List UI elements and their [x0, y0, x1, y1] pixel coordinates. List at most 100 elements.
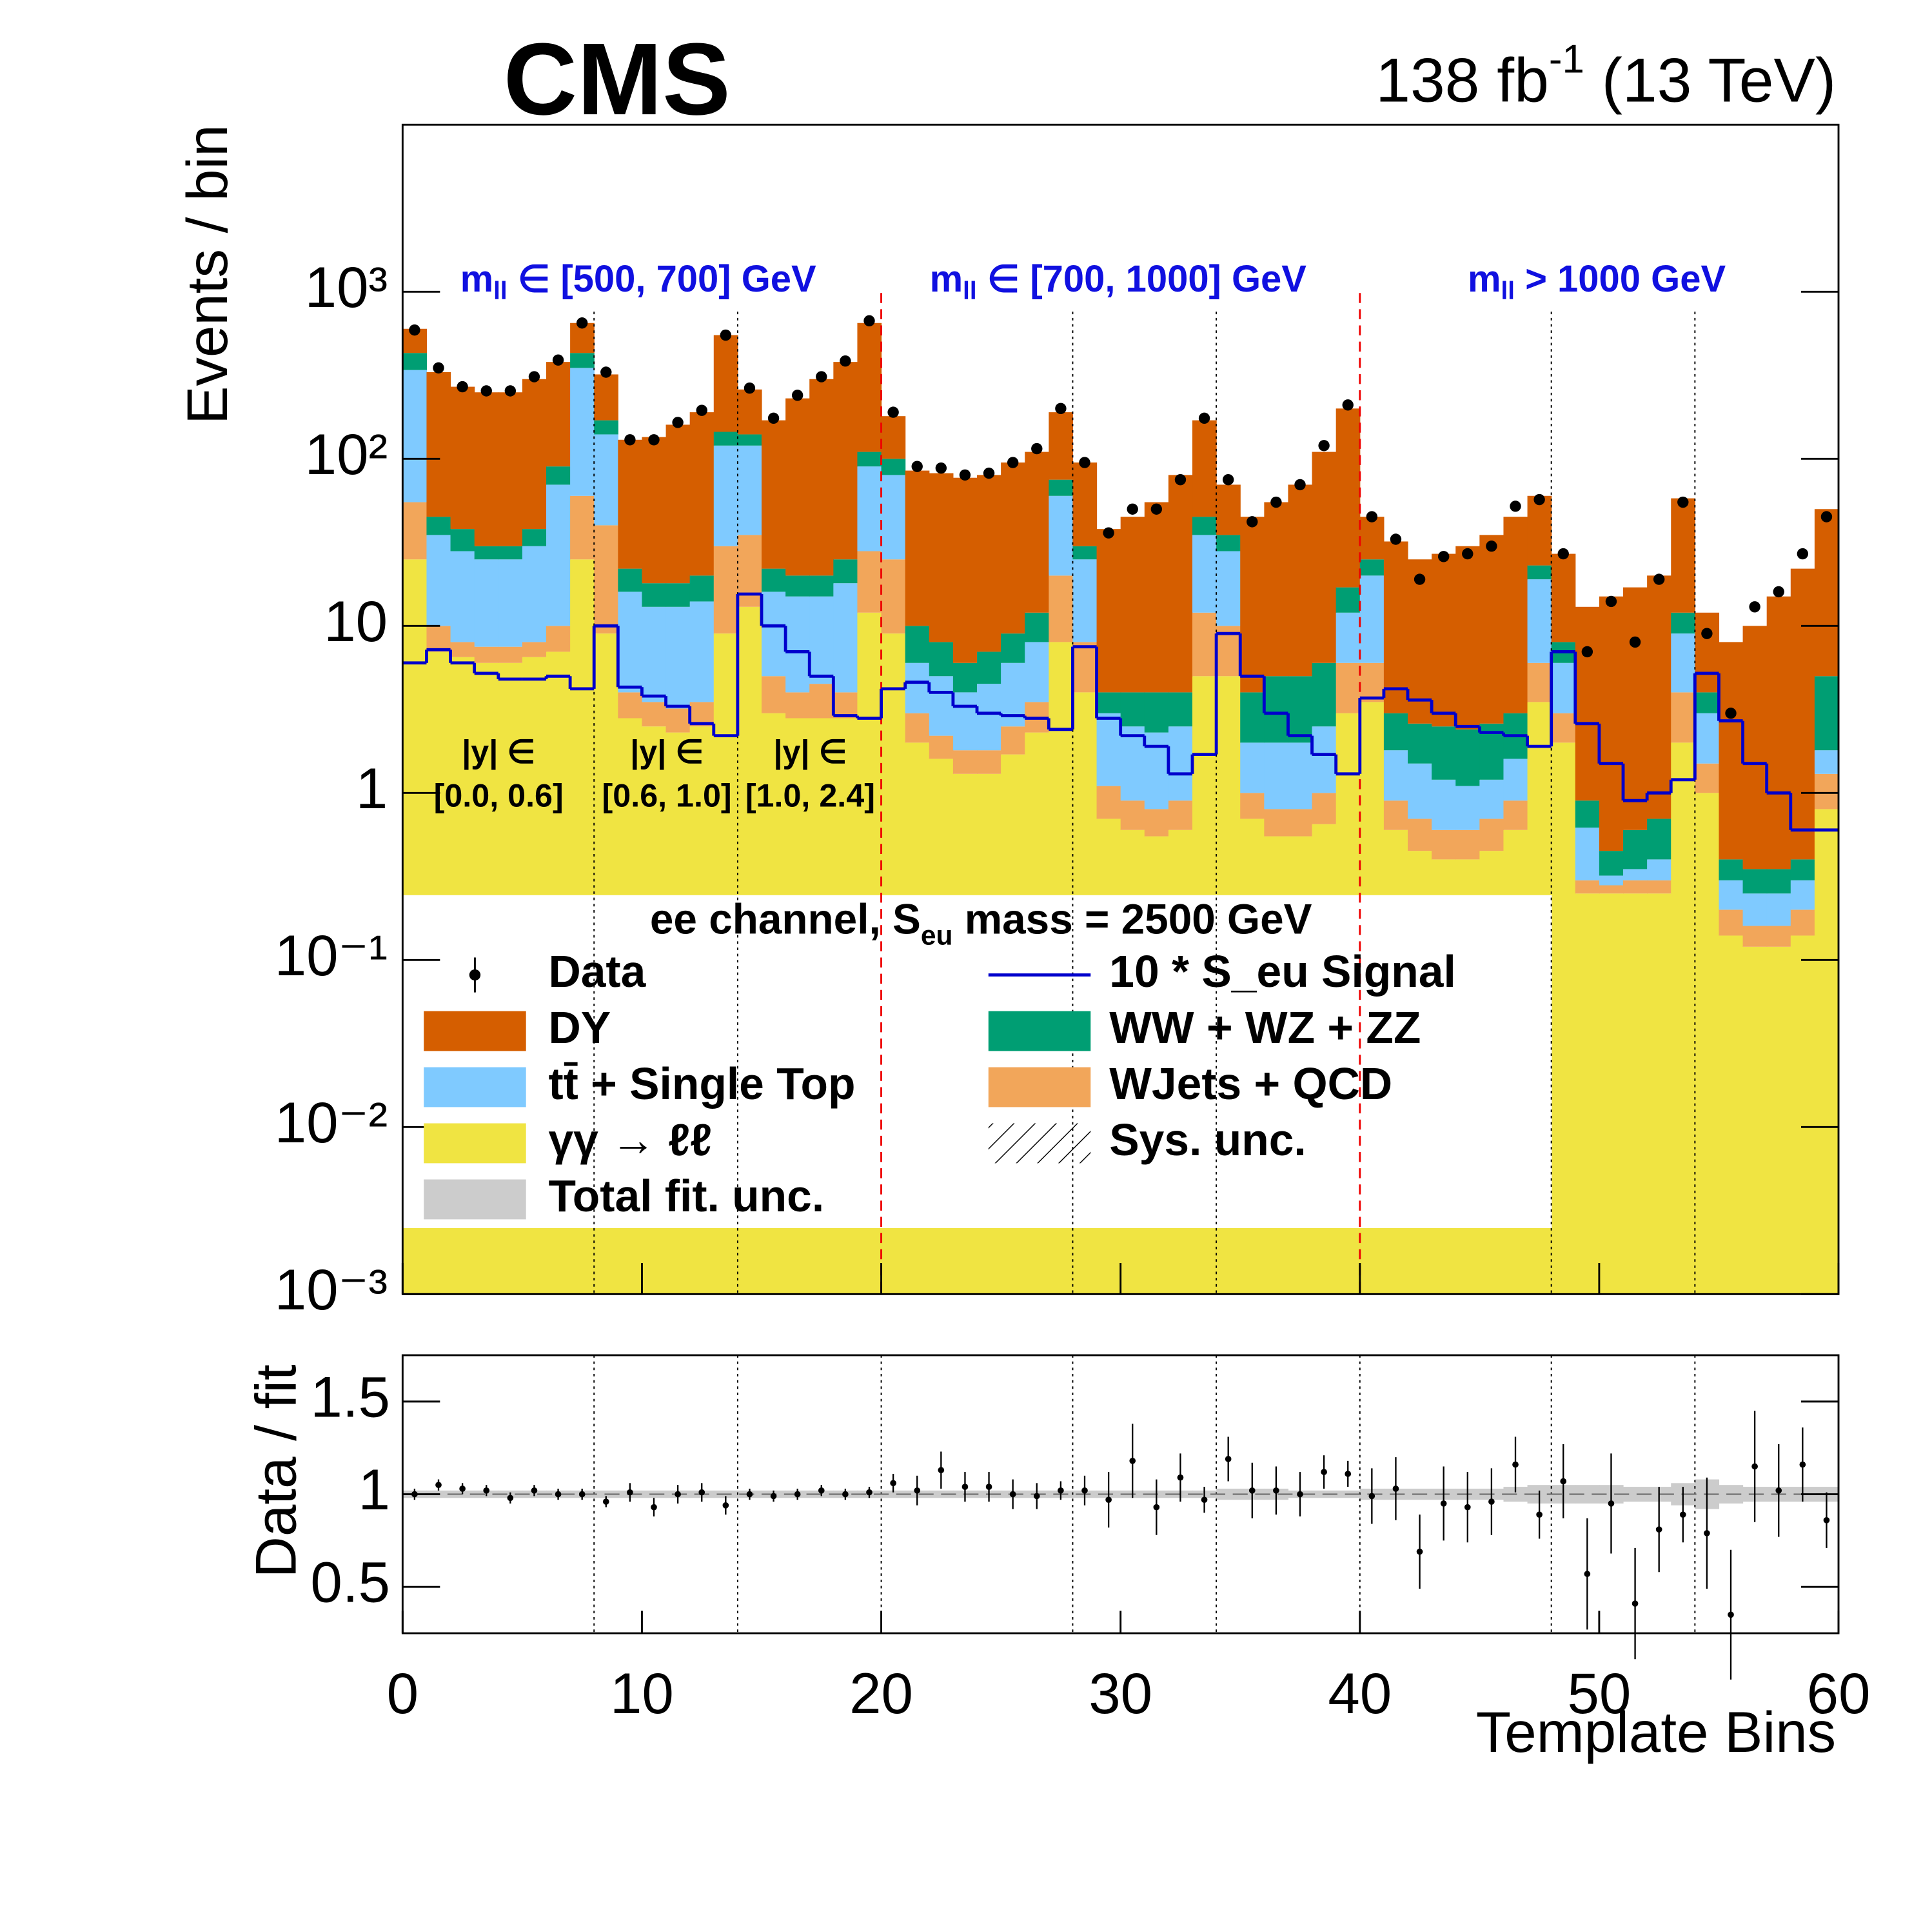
- stack-segment: [1599, 596, 1624, 851]
- stack-segment: [1647, 893, 1671, 1295]
- data-point: [1031, 442, 1043, 455]
- region-rest: ∈ [500, 700] GeV: [508, 259, 816, 300]
- data-point: [1820, 511, 1833, 522]
- legend-header: ee channel, Seu mass = 2500 GeV: [650, 896, 1312, 951]
- ratio-point: [1033, 1493, 1040, 1500]
- data-point: [1725, 708, 1737, 719]
- lumi-text: 138 fb: [1375, 46, 1549, 115]
- stack-segment: [1288, 742, 1313, 810]
- ratio-point: [890, 1480, 896, 1487]
- stack-segment: [1192, 535, 1217, 613]
- rapidity-label: [0.0, 0.6]: [434, 777, 564, 813]
- x-tick-label: 0: [387, 1662, 419, 1725]
- stack-segment: [498, 559, 523, 647]
- ratio-point: [938, 1467, 945, 1474]
- stack-segment: [1025, 642, 1049, 702]
- data-point: [672, 417, 684, 428]
- stack-segment: [522, 546, 547, 642]
- stack-segment: [1623, 587, 1648, 830]
- stack-segment: [426, 517, 451, 535]
- stack-segment: [952, 692, 978, 751]
- stack-segment: [809, 684, 834, 719]
- stack-segment: [1359, 575, 1385, 663]
- stack-segment: [450, 551, 475, 642]
- stack-segment: [1551, 713, 1576, 743]
- stack-segment: [474, 559, 499, 647]
- legend-swatch: [424, 1067, 526, 1107]
- data-point: [552, 354, 564, 366]
- stack-segment: [1049, 495, 1074, 576]
- ratio-point: [651, 1504, 657, 1511]
- stack-segment: [1168, 692, 1193, 727]
- stack-segment: [402, 353, 428, 370]
- stack-segment: [1695, 692, 1720, 713]
- stack-segment: [1408, 723, 1432, 764]
- stack-segment: [642, 437, 667, 584]
- y-tick-label: 1.5: [310, 1365, 390, 1429]
- stack-segment: [1814, 750, 1839, 774]
- stack-segment: [1695, 793, 1720, 1295]
- data-point: [409, 324, 420, 336]
- ratio-point: [1416, 1548, 1423, 1555]
- ratio-point: [675, 1491, 681, 1498]
- stack-segment: [1647, 575, 1671, 819]
- stack-segment: [1025, 612, 1049, 642]
- stack-segment: [618, 692, 643, 719]
- data-point: [1605, 595, 1617, 608]
- stack-segment: [1336, 612, 1361, 663]
- ratio-point: [1392, 1485, 1399, 1492]
- data-point: [959, 469, 971, 481]
- stack-segment: [762, 591, 786, 677]
- stack-segment: [498, 546, 523, 560]
- stack-segment: [1814, 773, 1839, 810]
- rapidity-label: [0.6, 1.0]: [602, 777, 732, 813]
- main-pane: 10⁻³ 10⁻² 10⁻¹ 1 10 10² 10³ CMS 138 fb-1 (13 TeV…: [175, 22, 1840, 1322]
- lumi-sup: -1: [1549, 37, 1584, 82]
- stack-segment: [1814, 509, 1839, 677]
- stack-segment: [857, 323, 882, 452]
- ratio-point: [914, 1487, 921, 1494]
- stack-segment: [1623, 893, 1648, 1295]
- stack-segment: [1551, 742, 1576, 1295]
- stack-segment: [1671, 742, 1695, 1295]
- ratio-point: [435, 1482, 442, 1489]
- stack-segment: [402, 502, 428, 560]
- stack-segment: [1503, 759, 1528, 801]
- stack-segment: [1383, 713, 1408, 751]
- stack-segment: [689, 575, 715, 602]
- stack-segment: [1096, 692, 1121, 713]
- stack-segment: [1790, 859, 1815, 880]
- ratio-point: [961, 1484, 969, 1490]
- region-sub: ll: [493, 277, 507, 305]
- ratio-point: [1512, 1461, 1519, 1468]
- stack-segment: [1455, 729, 1480, 786]
- stack-segment: [1551, 662, 1576, 713]
- ratio-point: [555, 1491, 562, 1498]
- stack-segment: [1647, 819, 1671, 860]
- legend-header-sub: eu: [921, 921, 953, 951]
- stack-segment: [1264, 742, 1289, 810]
- stack-segment: [1455, 546, 1480, 730]
- ratio-point: [842, 1491, 849, 1498]
- stack-segment: [1312, 662, 1337, 727]
- data-point: [720, 329, 732, 341]
- stack-segment: [857, 466, 882, 551]
- stack-segment: [1719, 642, 1744, 860]
- stack-segment: [1432, 553, 1456, 727]
- ratio-point: [1608, 1500, 1615, 1507]
- stack-segment: [1551, 553, 1576, 642]
- stack-segment: [1049, 575, 1074, 642]
- stack-segment: [977, 475, 1001, 652]
- stack-segment: [785, 398, 810, 576]
- region-sub: ll: [963, 277, 976, 305]
- data-point: [1437, 551, 1450, 562]
- stack-segment: [809, 575, 834, 597]
- region-var: m: [460, 259, 494, 300]
- lumi-label: 138 fb-1 (13 TeV): [1375, 37, 1836, 115]
- region-rest: > 1000 GeV: [1515, 259, 1726, 300]
- stack-segment: [1503, 800, 1528, 830]
- stack-segment: [1408, 559, 1432, 724]
- stack-segment: [594, 420, 618, 435]
- stack-segment: [1742, 626, 1768, 869]
- fit-uncertainty-band: [881, 1490, 906, 1498]
